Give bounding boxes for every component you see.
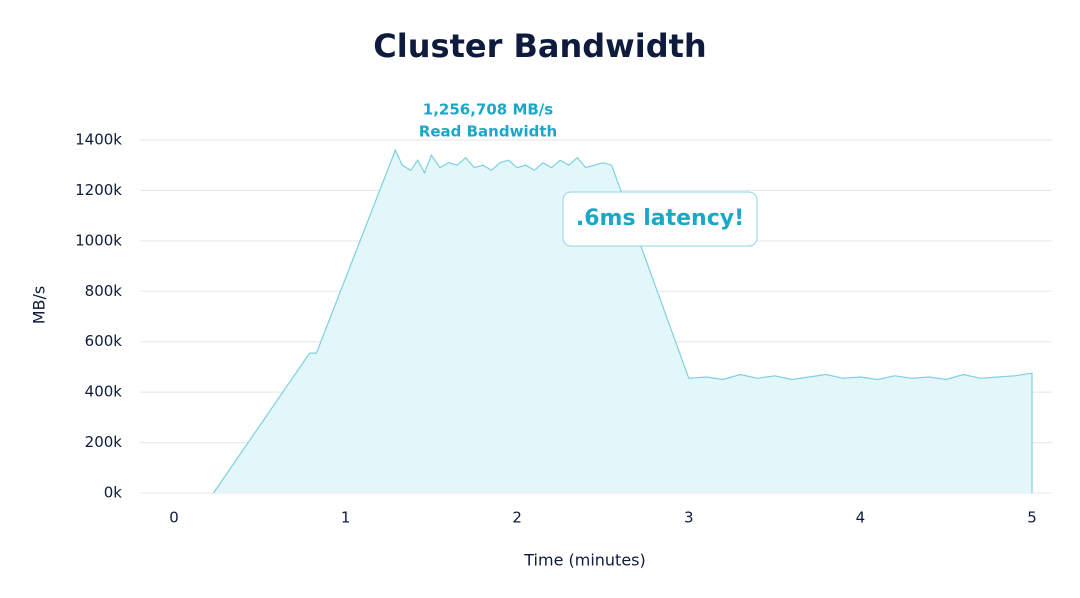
y-axis-label: MB/s <box>30 286 49 325</box>
callout-text: .6ms latency! <box>576 206 744 231</box>
y-tick-label: 1200k <box>75 181 122 199</box>
x-tick-label: 4 <box>856 509 866 527</box>
y-tick-label: 200k <box>85 433 123 451</box>
x-tick-label: 5 <box>1027 509 1037 527</box>
y-tick-label: 1400k <box>75 131 122 149</box>
chart-title: Cluster Bandwidth <box>373 27 706 65</box>
y-tick-label: 800k <box>85 282 123 300</box>
y-tick-label: 1000k <box>75 231 122 249</box>
x-axis-label: Time (minutes) <box>523 551 646 570</box>
annotation: 1,256,708 MB/s <box>423 101 554 119</box>
area <box>213 150 1032 493</box>
y-tick-label: 600k <box>85 332 123 350</box>
y-tick-label: 400k <box>85 383 123 401</box>
x-tick-label: 0 <box>169 509 179 527</box>
callout-box <box>562 191 758 247</box>
x-tick-label: 1 <box>341 509 351 527</box>
x-tick-label: 2 <box>512 509 522 527</box>
x-tick-label: 3 <box>684 509 694 527</box>
line <box>213 148 1033 494</box>
plot-area: 0k 200k 400k 600k 800k 1000k 1200k 1400k 0 1 2 3 4 5 <box>75 131 1052 527</box>
annotation: Read Bandwidth <box>419 123 557 141</box>
y-tick-label: 0k <box>104 484 123 502</box>
